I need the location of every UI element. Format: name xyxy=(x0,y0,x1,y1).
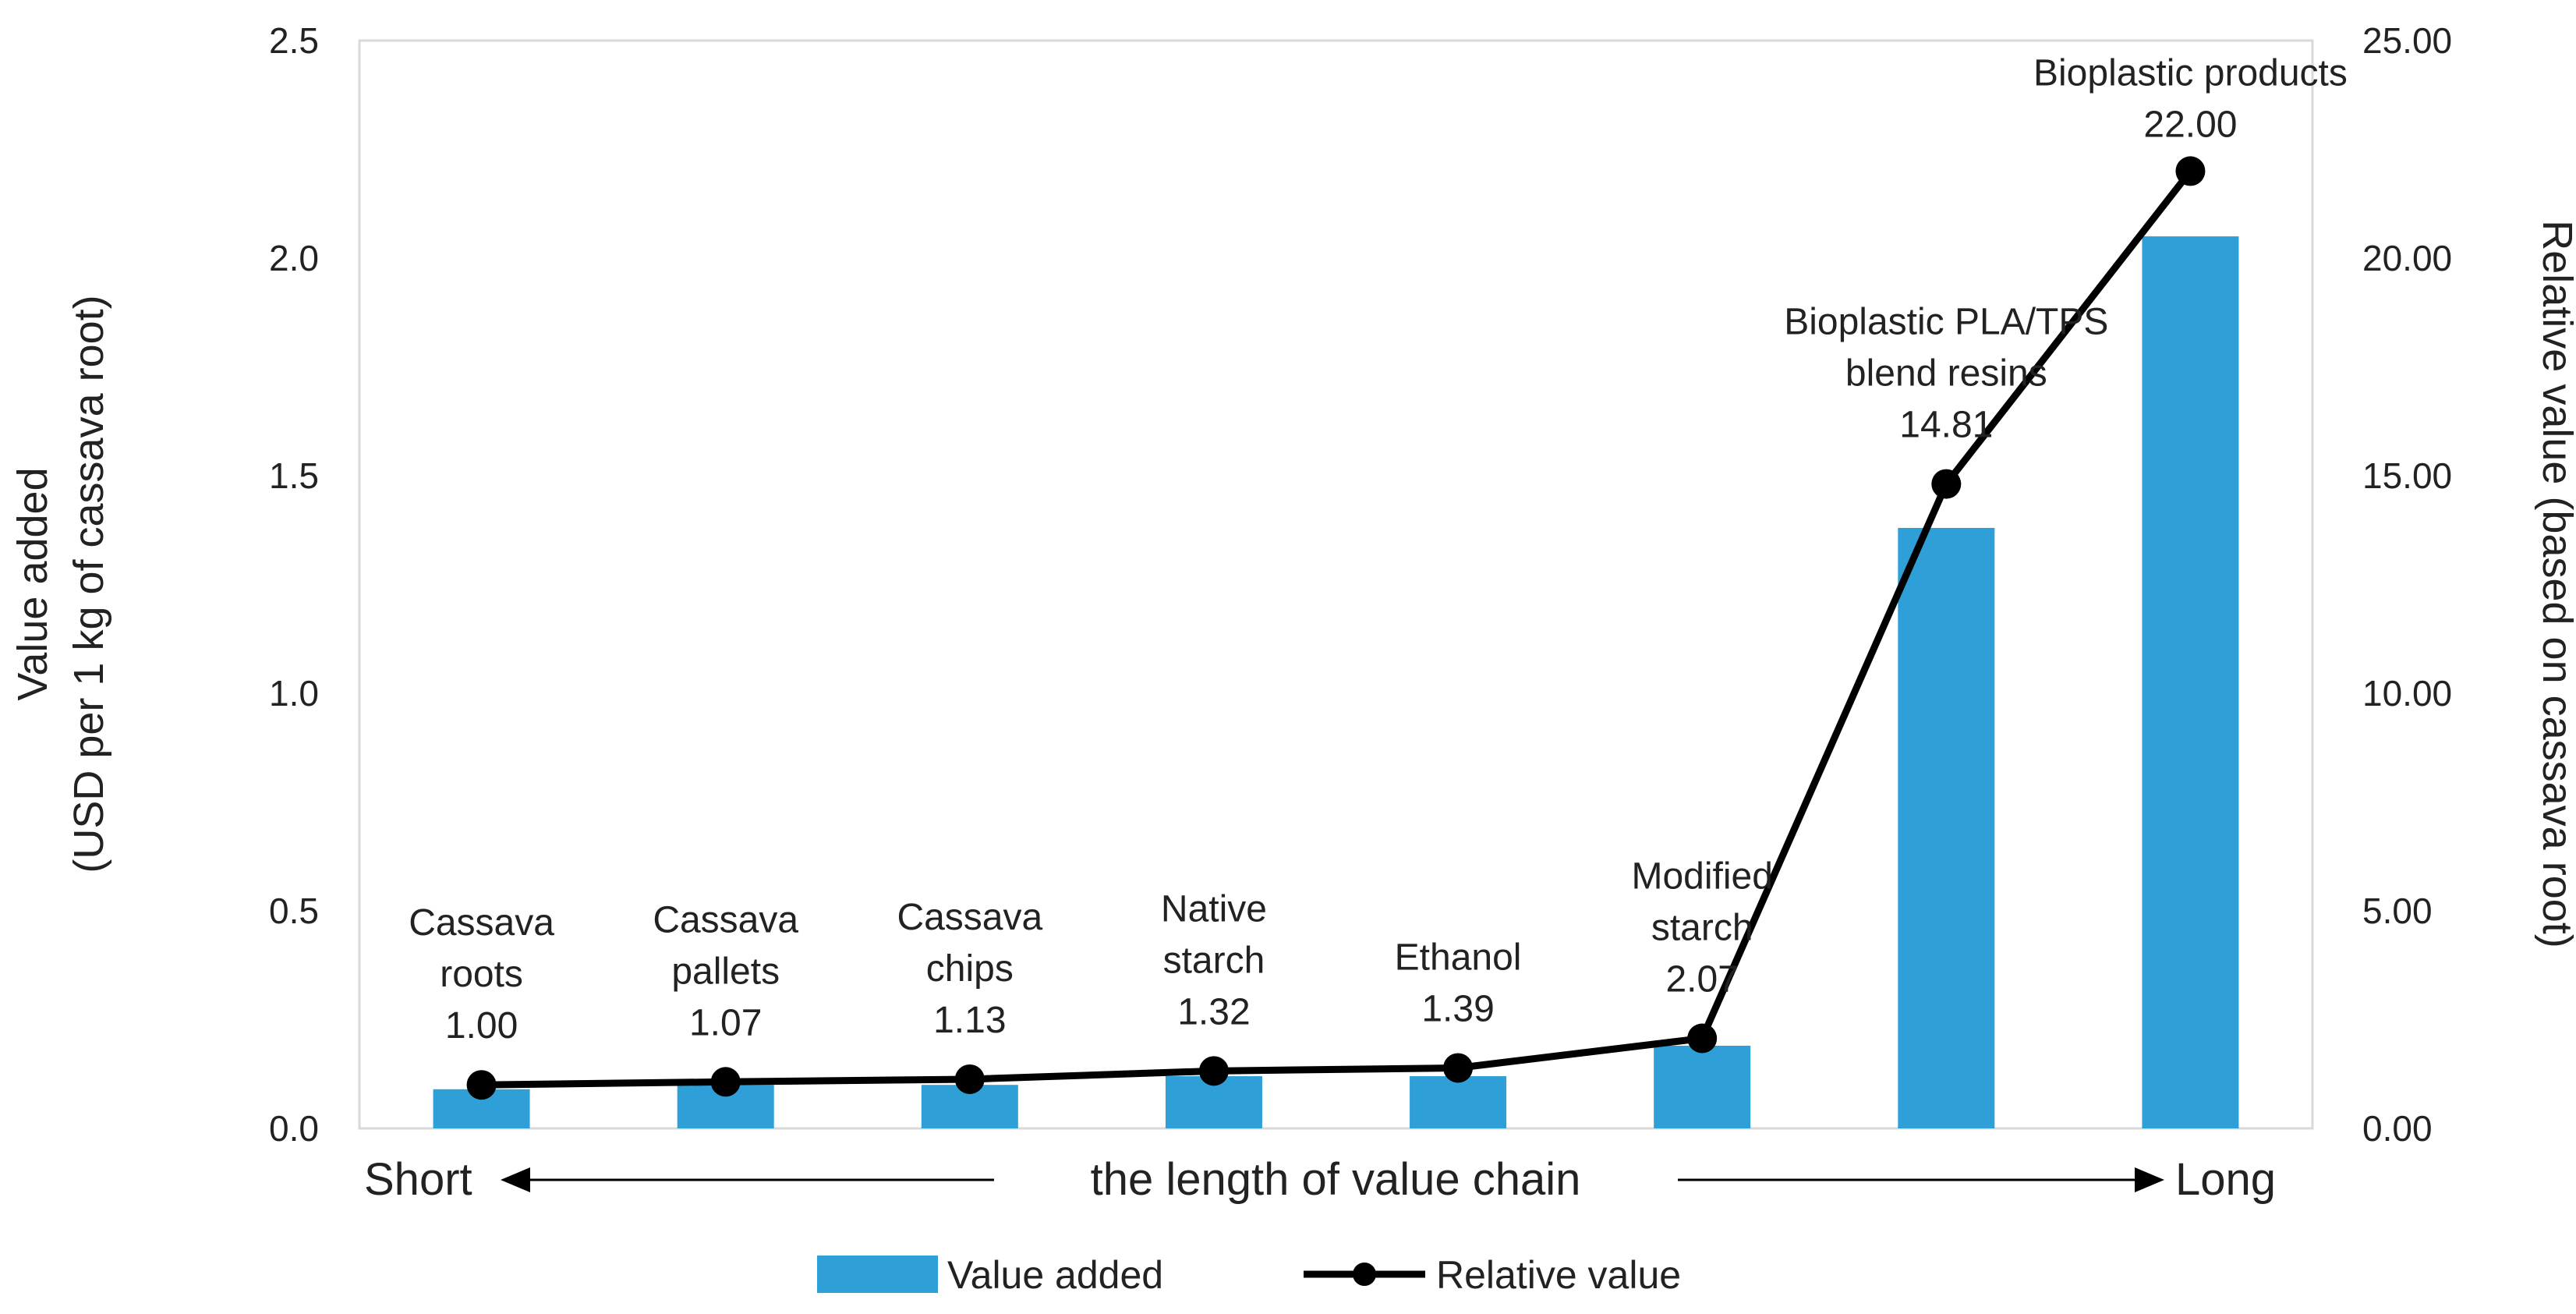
relative-value-marker xyxy=(710,1067,741,1097)
relative-value-markers xyxy=(466,156,2206,1100)
right-tick-label: 10.00 xyxy=(2362,673,2452,714)
data-label: Bioplastic products 22.00 xyxy=(2033,52,2348,145)
data-label-line: 1.00 xyxy=(445,1005,518,1047)
data-label-line: Bioplastic products xyxy=(2033,52,2348,94)
data-label: Bioplastic PLA/TPS blend resins 14.81 xyxy=(1784,302,2108,446)
left-tick-label: 2.5 xyxy=(269,20,319,61)
data-label: Cassava chips 1.13 xyxy=(897,897,1042,1041)
left-axis-title-line1: Value added xyxy=(9,467,56,700)
left-tick-label: 2.0 xyxy=(269,238,319,278)
left-tick-label: 1.5 xyxy=(269,455,319,496)
data-label-line: 1.13 xyxy=(933,1000,1006,1041)
left-tick-label: 0.0 xyxy=(269,1108,319,1149)
relative-value-marker xyxy=(1931,469,1962,499)
data-label-line: Ethanol xyxy=(1395,937,1522,978)
value-added-bar xyxy=(1654,1045,1751,1128)
relative-value-line xyxy=(481,168,2193,1089)
right-axis-title-text: Relative value (based on cassava root) xyxy=(2534,220,2576,948)
data-label-line: starch xyxy=(1163,940,1265,981)
data-label-line: roots xyxy=(440,954,523,995)
relative-value-marker xyxy=(954,1064,985,1094)
short-label: Short xyxy=(364,1154,472,1205)
data-label-line: Cassava xyxy=(897,897,1042,938)
chain-length-label: the length of value chain xyxy=(1091,1154,1581,1205)
right-axis-title: Relative value (based on cassava root) xyxy=(2534,220,2576,948)
legend-value-added: Value added xyxy=(947,1253,1163,1297)
relative-value-marker xyxy=(1443,1053,1474,1083)
data-label-line: starch xyxy=(1651,907,1753,948)
data-label-line: blend resins xyxy=(1845,353,2047,395)
right-tick-label: 25.00 xyxy=(2362,20,2452,61)
legend-bar-swatch xyxy=(817,1256,938,1293)
data-label-line: Modified xyxy=(1631,855,1772,897)
data-label: Cassava pallets 1.07 xyxy=(653,899,798,1043)
data-label-line: 1.07 xyxy=(689,1002,762,1043)
left-tick-label: 0.5 xyxy=(269,891,319,931)
relative-value-marker xyxy=(466,1070,497,1100)
relative-value-marker xyxy=(1198,1056,1229,1086)
data-label-line: 22.00 xyxy=(2143,104,2237,145)
data-label: Ethanol 1.39 xyxy=(1395,937,1522,1029)
data-label: Modified starch 2.07 xyxy=(1631,855,1772,1000)
relative-value-marker xyxy=(1687,1023,1718,1054)
right-tick-label: 20.00 xyxy=(2362,238,2452,278)
data-label: Native starch 1.32 xyxy=(1161,888,1267,1032)
legend-line-marker xyxy=(1353,1263,1376,1286)
value-added-bar xyxy=(2142,236,2239,1129)
value-added-bar xyxy=(1410,1076,1507,1128)
plot-area xyxy=(358,39,2314,1130)
long-label: Long xyxy=(2175,1154,2276,1205)
value-added-bar xyxy=(1898,527,1995,1128)
data-label-line: Native xyxy=(1161,888,1267,930)
left-axis-title-line2: (USD per 1 kg of cassava root) xyxy=(65,295,112,873)
data-label: Cassava roots 1.00 xyxy=(409,902,554,1047)
right-tick-label: 0.00 xyxy=(2362,1108,2433,1149)
legend: Value added Relative value xyxy=(817,1253,1681,1297)
right-tick-label: 5.00 xyxy=(2362,891,2433,931)
left-axis-title: Value added (USD per 1 kg of cassava roo… xyxy=(9,295,112,873)
value-added-bars xyxy=(433,236,2239,1129)
chain-arrow-left-head xyxy=(501,1167,530,1192)
data-label-line: 1.39 xyxy=(1421,988,1494,1029)
data-label-line: Bioplastic PLA/TPS xyxy=(1784,302,2108,343)
value-chain-axis: Short the length of value chain Long xyxy=(364,1154,2276,1205)
data-label-line: Cassava xyxy=(653,899,798,940)
data-label-line: 14.81 xyxy=(1899,405,1993,446)
chain-arrow-right-head xyxy=(2135,1167,2164,1192)
left-y-axis: 0.0 0.5 1.0 1.5 2.0 2.5 xyxy=(269,20,319,1149)
data-label-line: chips xyxy=(926,948,1014,990)
data-label-line: 2.07 xyxy=(1665,958,1738,1000)
right-y-axis: 0.00 5.00 10.00 15.00 20.00 25.00 xyxy=(2362,20,2452,1149)
data-labels: Cassavaroots1.00Cassavapallets1.07Cassav… xyxy=(409,52,2348,1047)
data-label-line: 1.32 xyxy=(1177,991,1250,1032)
left-tick-label: 1.0 xyxy=(269,673,319,714)
right-tick-label: 15.00 xyxy=(2362,455,2452,496)
legend-relative-value: Relative value xyxy=(1436,1253,1681,1297)
data-label-line: Cassava xyxy=(409,902,554,944)
relative-value-marker xyxy=(2175,156,2206,186)
data-label-line: pallets xyxy=(671,951,780,992)
